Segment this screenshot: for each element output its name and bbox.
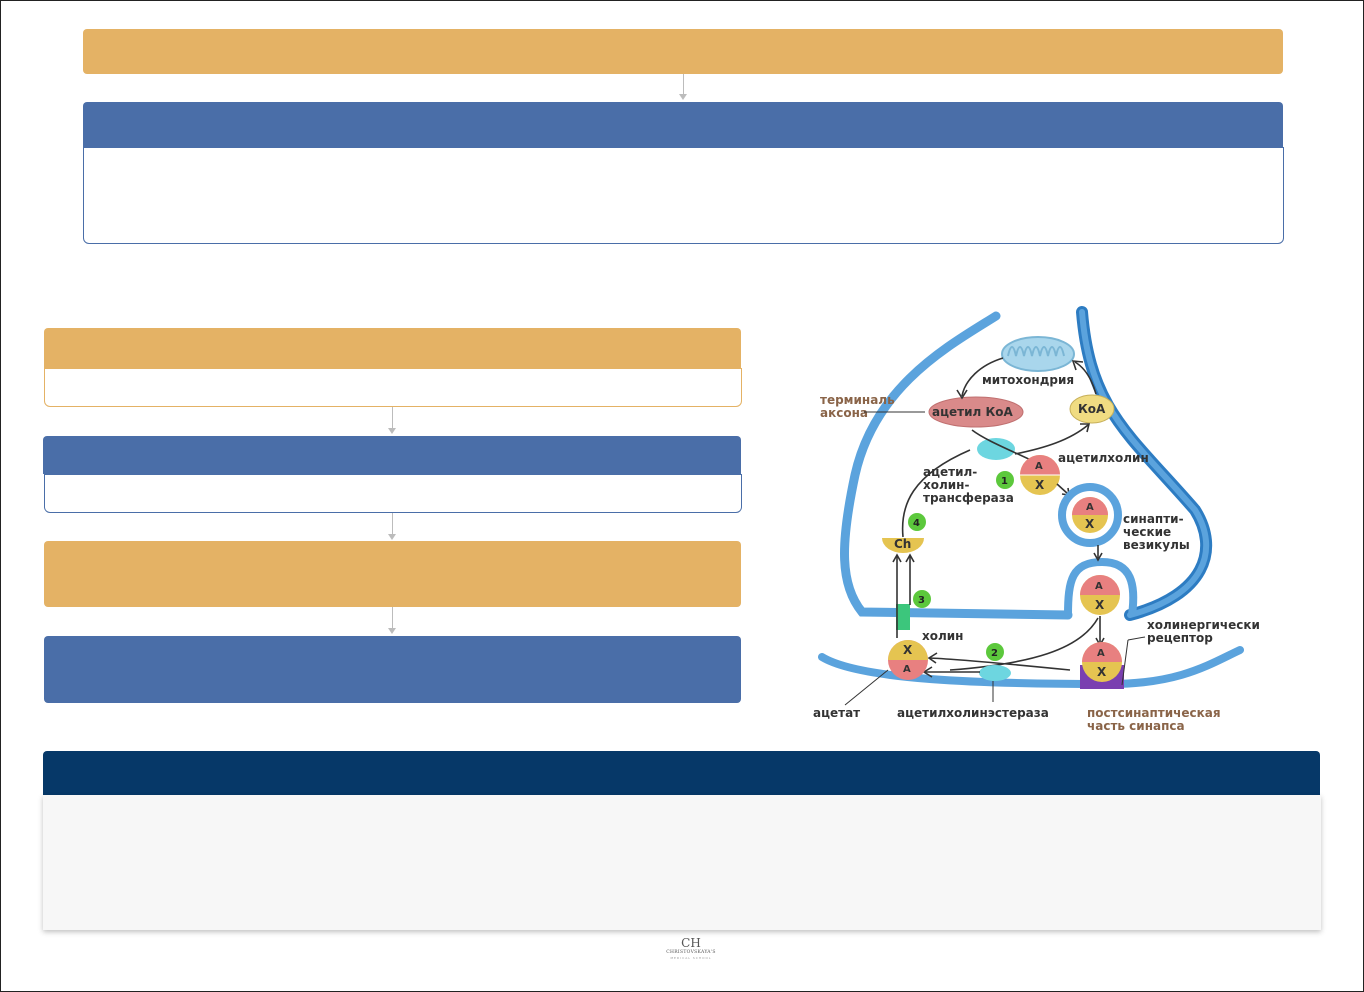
postsynaptic-membrane (818, 646, 1244, 689)
step-1-badge (996, 471, 1014, 489)
choline-ch-node (882, 538, 924, 553)
connector-line (392, 513, 393, 534)
svg-text:X: X (1085, 517, 1095, 531)
top-header-blue (83, 102, 1283, 147)
svg-text:A: A (1086, 502, 1094, 513)
label-axon-terminal-1: терминаль (820, 393, 895, 407)
choline-transporter (896, 604, 910, 630)
connector-arrow-icon (388, 628, 396, 634)
step-2-badge (986, 643, 1004, 661)
step-4-badge (908, 513, 926, 531)
label-vesicles-2: ческие (1123, 525, 1171, 539)
fusion-pocket (1064, 557, 1138, 616)
top-header-gold (83, 29, 1283, 74)
svg-text:X: X (1035, 478, 1045, 492)
label-receptor-1: холинергически (1147, 618, 1260, 632)
connector-arrow-icon (388, 428, 396, 434)
label-mitochondria: митохондрия (982, 373, 1074, 387)
connector-line (392, 607, 393, 628)
label-ache: ацетилхолинэстераза (897, 706, 1049, 720)
school-logo: CH CHRISTOVSKAYA'S MEDICAL SCHOOL (666, 936, 716, 960)
svg-text:4: 4 (913, 518, 920, 529)
connector-line (392, 407, 393, 428)
label-acetyl-coa: ацетил КоА (932, 405, 1014, 419)
label-choline: холин (922, 629, 963, 643)
step-box-4 (44, 636, 741, 703)
bottom-content-panel (43, 795, 1321, 930)
svg-text:Ch: Ch (894, 537, 911, 551)
connector-arrow-icon (679, 94, 687, 100)
label-coa: КоА (1078, 402, 1106, 416)
synapse-diagram: митохондрия терминаль аксона ацетил КоА … (813, 306, 1260, 733)
step-3-badge (913, 590, 931, 608)
step-header-2 (43, 436, 741, 474)
label-postsynaptic-1: постсинаптическая (1087, 706, 1221, 720)
svg-text:A: A (1097, 648, 1105, 659)
label-receptor-2: рецептор (1147, 631, 1213, 645)
svg-text:X: X (1097, 665, 1107, 679)
step-content-2 (44, 474, 742, 513)
connector-line (683, 74, 684, 94)
label-postsynaptic-2: часть синапса (1087, 719, 1185, 733)
label-acht-3: трансфераза (923, 491, 1014, 505)
label-acetylcholine: ацетилхолин (1058, 451, 1149, 465)
svg-text:2: 2 (991, 648, 998, 659)
connector-arrow-icon (388, 534, 396, 540)
svg-text:3: 3 (918, 595, 925, 606)
svg-text:X: X (1095, 598, 1105, 612)
mitochondria-icon (1001, 336, 1075, 372)
svg-text:A: A (1035, 461, 1043, 472)
axon-inner-membrane (1079, 309, 1210, 618)
label-vesicles-1: синапти- (1123, 512, 1184, 526)
svg-text:A: A (1095, 581, 1103, 592)
label-acetate: ацетат (813, 706, 860, 720)
logo-brand: CHRISTOVSKAYA'S (666, 950, 716, 955)
presynaptic-membrane (840, 311, 1073, 620)
top-content-panel (83, 147, 1284, 244)
svg-text:X: X (903, 643, 913, 657)
label-vesicles-3: везикулы (1123, 538, 1190, 552)
label-axon-terminal-2: аксона (820, 406, 868, 420)
svg-text:1: 1 (1001, 476, 1008, 487)
logo-monogram: CH (681, 936, 701, 950)
acetyl-coa-node (928, 396, 1024, 428)
step-header-1 (44, 328, 741, 368)
logo-subtitle: MEDICAL SCHOOL (670, 956, 712, 960)
label-acht-2: холин- (923, 478, 969, 492)
svg-text:A: A (903, 664, 911, 675)
coa-node (1069, 394, 1115, 424)
bottom-header-navy (43, 751, 1320, 795)
step-box-3 (44, 541, 741, 607)
acetylcholinesterase-icon (979, 665, 1011, 681)
step-content-1 (44, 368, 742, 407)
choline-acetyltransferase-icon (977, 438, 1015, 460)
